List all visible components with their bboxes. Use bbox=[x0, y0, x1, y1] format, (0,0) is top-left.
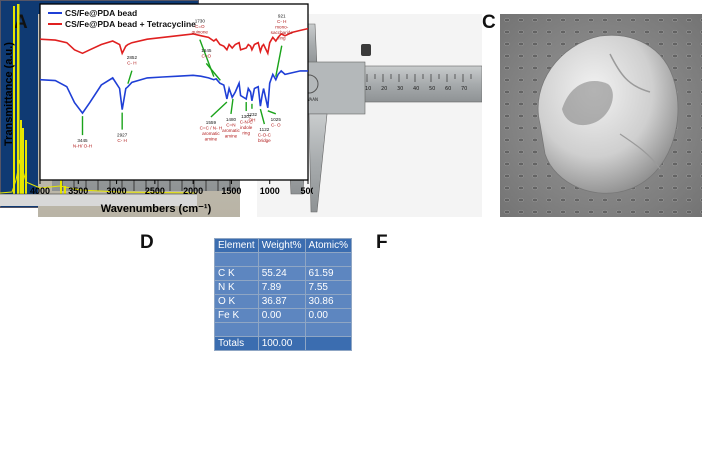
series-line-1 bbox=[39, 69, 308, 115]
x-tick-label: 2000 bbox=[183, 186, 203, 196]
annotation-arrow bbox=[267, 110, 277, 115]
annotation-label: 1480 C=N aromatic amine bbox=[222, 117, 240, 138]
annotation-label: 1307 C-N-C indole ring bbox=[240, 114, 254, 136]
caliper-tick-20: 20 bbox=[381, 86, 387, 92]
annotation-arrow bbox=[230, 98, 234, 115]
annotation-label: 2852 C- H bbox=[127, 55, 138, 66]
caliper-tick-10: 10 bbox=[365, 86, 371, 92]
annotation-arrow bbox=[127, 70, 133, 84]
x-tick-label: 1500 bbox=[221, 186, 241, 196]
x-tick-label: 3000 bbox=[107, 186, 127, 196]
annotation-label: 1232 OH bbox=[247, 112, 258, 123]
ftir-chart: 3445 N-H/ O-H 2927 C- H 2852 C- H 1730 C=O quino… bbox=[0, 3, 313, 425]
table-row: N K 7.89 7.55 bbox=[214, 280, 352, 295]
annotation-arrow bbox=[259, 108, 266, 125]
panel-label-d: D bbox=[140, 232, 154, 253]
table-row: O K 36.87 30.86 bbox=[214, 294, 352, 309]
annotation-label: 1122 C-O-C bridge bbox=[258, 127, 272, 143]
legend-label-1: CS/Fe@PDA bead bbox=[65, 8, 137, 18]
legend: CS/Fe@PDA bead CS/Fe@PDA bead + Tetracyc… bbox=[48, 8, 196, 29]
caliper-tick-50: 50 bbox=[429, 86, 435, 92]
annotation-label: 2927 C- H bbox=[117, 133, 128, 144]
table-row: Fe K 0.00 0.00 bbox=[214, 308, 352, 323]
x-tick-label: 4000 bbox=[30, 186, 50, 196]
table-header-weight: Weight% bbox=[257, 238, 306, 253]
table-row: C K 55.24 61.59 bbox=[214, 266, 352, 281]
sem-image bbox=[500, 14, 702, 217]
table-header-atomic: Atomic% bbox=[304, 238, 352, 253]
annotation-arrow bbox=[210, 101, 228, 118]
annotation-arrow bbox=[275, 45, 283, 77]
table-totals-row: Totals 100.00 bbox=[214, 336, 352, 351]
panel-label-f: F bbox=[376, 232, 388, 253]
annotation-label: 3445 N-H/ O-H bbox=[73, 138, 92, 149]
table-header-element: Element bbox=[214, 238, 259, 253]
annotation-label: 1025 C- O bbox=[271, 117, 282, 128]
y-axis-label: Transmittance (a.u.) bbox=[3, 42, 15, 146]
caliper-tick-40: 40 bbox=[413, 86, 419, 92]
x-tick-label: 3500 bbox=[68, 186, 88, 196]
annotation-label: 1730 C=O quinone bbox=[192, 19, 209, 35]
legend-label-2: CS/Fe@PDA bead + Tetracycline bbox=[65, 19, 196, 29]
x-tick-label: 1000 bbox=[260, 186, 280, 196]
series-line-2 bbox=[39, 27, 309, 56]
panel-label-c: C bbox=[482, 12, 496, 33]
caliper-tick-70: 70 bbox=[461, 86, 467, 92]
x-tick-label: 2500 bbox=[145, 186, 165, 196]
x-tick-label: 500 bbox=[300, 186, 313, 196]
x-axis-label: Wavenumbers (cm⁻¹) bbox=[101, 203, 212, 215]
eds-composition-table: Element Weight% Atomic% C K 55.24 61.59 … bbox=[214, 238, 352, 351]
caliper-tick-30: 30 bbox=[397, 86, 403, 92]
annotation-label: 1645 C=O bbox=[201, 48, 212, 59]
plot-frame bbox=[39, 3, 309, 181]
caliper-tick-60: 60 bbox=[445, 86, 451, 92]
annotation-arrow bbox=[205, 62, 221, 81]
